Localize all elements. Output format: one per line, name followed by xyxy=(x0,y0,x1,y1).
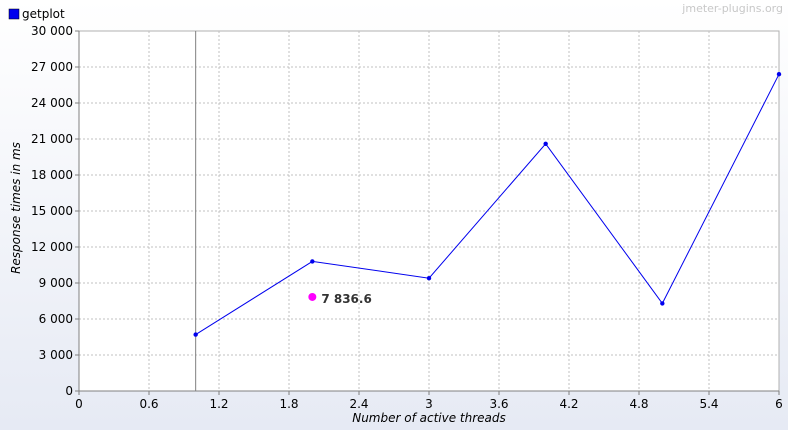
tick-labels: 0 0.6 1.2 1.8 2.4 3 3.6 4.2 4.8 5.4 6 0 3 000 6 000 9 … xyxy=(31,24,783,411)
y-axis-title: Response times in ms xyxy=(9,142,23,274)
data-point xyxy=(776,72,782,77)
data-point xyxy=(310,259,315,264)
legend-label-getplot: getplot xyxy=(22,7,65,21)
x-axis-title: Number of active threads xyxy=(352,411,506,425)
x-tick-label: 0.6 xyxy=(139,397,158,411)
x-tick-label: 4.2 xyxy=(559,397,578,411)
y-tick-label: 15 000 xyxy=(31,204,73,218)
y-tick-label: 0 xyxy=(65,384,73,398)
x-tick-label: 6 xyxy=(775,397,783,411)
data-point xyxy=(543,141,548,146)
series-line-getplot xyxy=(195,73,780,336)
y-tick-label: 30 000 xyxy=(31,24,73,38)
y-tick-label: 21 000 xyxy=(31,132,73,146)
legend-swatch-getplot xyxy=(8,8,20,20)
annotation-group: 7 836.6 xyxy=(308,292,372,306)
data-point xyxy=(193,332,198,337)
x-tick-label: 1.2 xyxy=(209,397,228,411)
x-tick-label: 3 xyxy=(425,397,433,411)
x-tick-label: 5.4 xyxy=(699,397,718,411)
legend: getplot xyxy=(8,7,65,21)
x-tick-label: 2.4 xyxy=(349,397,368,411)
series-group xyxy=(193,72,782,337)
y-tick-label: 9 000 xyxy=(39,276,73,290)
data-point xyxy=(426,276,432,281)
annotation-marker xyxy=(308,292,317,301)
y-tick-label: 6 000 xyxy=(39,312,73,326)
x-tick-label: 4.8 xyxy=(629,397,648,411)
x-tick-label: 0 xyxy=(75,397,83,411)
y-tick-label: 24 000 xyxy=(31,96,73,110)
x-tick-label: 3.6 xyxy=(489,397,508,411)
y-tick-label: 3 000 xyxy=(39,348,73,362)
y-tick-label: 27 000 xyxy=(31,60,73,74)
data-point xyxy=(660,301,665,306)
watermark: jmeter-plugins.org xyxy=(681,2,783,15)
y-tick-label: 12 000 xyxy=(31,240,73,254)
annotation-label: 7 836.6 xyxy=(321,292,371,306)
x-tick-label: 1.8 xyxy=(279,397,298,411)
y-tick-label: 18 000 xyxy=(31,168,73,182)
